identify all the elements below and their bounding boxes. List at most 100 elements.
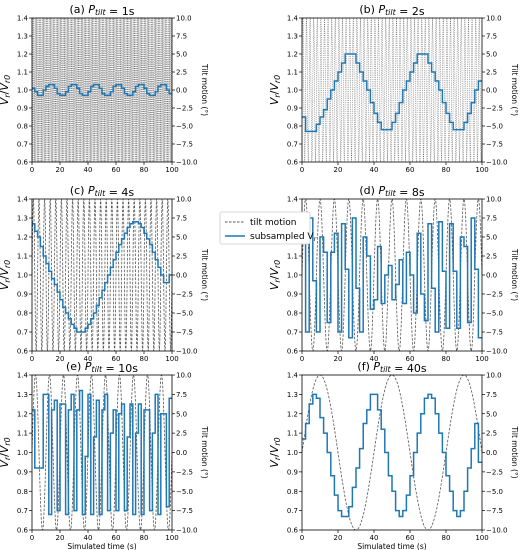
chart-panel-4: 0204060801000.60.70.80.91.01.11.21.31.4−…: [268, 184, 519, 363]
y-left-tick-label: 1.1: [17, 253, 28, 261]
y-right-tick-label: 2.5: [176, 430, 187, 438]
y-left-tick-label: 0.7: [287, 141, 298, 149]
y-right-tick-label: 0.0: [176, 87, 187, 95]
y-left-tick-label: 1.2: [17, 410, 28, 418]
subsampled-vr-line: [302, 53, 482, 133]
chart-panel-1: 0 20 40 60 80 100 0.6 0.7 0.8 0.9 1.0 1.1 1.2 1.3 1.4 −…: [0, 3, 209, 174]
x-tick-label: 100: [165, 355, 178, 363]
y-right-label: Tilt motion (°): [510, 63, 519, 116]
x-tick-label: 100: [165, 534, 178, 542]
chart-title: (f) Ptilt = 40s: [357, 360, 426, 375]
x-tick-label: 40: [370, 534, 379, 542]
x-tick-label: 20: [56, 355, 65, 363]
y-right-tick-label: −5.0: [176, 488, 193, 496]
y-right-tick-label: 10.0: [176, 15, 192, 23]
y-left-label: Vr/Vr0: [268, 437, 282, 467]
x-tick-label: 20: [56, 166, 65, 174]
y-left-tick-label: 1.1: [17, 69, 28, 77]
y-left-tick-label: 0.7: [17, 507, 28, 515]
chart-panel-3: 0 20 40 60 80 100 0.6 0.7 0.8 0.9 1.0 1.1 1.2 1.3 1.4 −…: [0, 184, 209, 363]
y-left-tick-label: 1.4: [17, 372, 29, 380]
y-left-tick-label: 1.3: [17, 391, 28, 399]
y-right-tick-label: −10.0: [176, 159, 197, 167]
y-right-tick-label: −2.5: [176, 291, 193, 299]
x-tick-label: 60: [406, 355, 415, 363]
y-right-tick-label: −5.0: [486, 488, 503, 496]
x-tick-label: 0: [30, 534, 34, 542]
subsampled-vr-line: [302, 217, 482, 339]
tilt-motion-line: [302, 199, 482, 351]
x-tick-label: 20: [334, 534, 343, 542]
y-right-tick-label: −7.5: [176, 507, 193, 515]
y-left-tick-label: 1.0: [17, 449, 28, 457]
y-left-tick-label: 0.9: [17, 468, 28, 476]
y-right-tick-label: −5.0: [486, 123, 503, 131]
x-tick-label: 40: [370, 355, 379, 363]
y-left-tick-label: 0.6: [287, 527, 299, 535]
y-right-label: Tilt motion (°): [510, 425, 519, 478]
y-right-tick-label: 7.5: [486, 391, 497, 399]
y-right-tick-label: 10.0: [176, 372, 192, 380]
y-left-tick-label: 0.9: [17, 291, 28, 299]
y-left-tick-label: 1.4: [17, 15, 29, 23]
y-left-tick-label: 0.8: [17, 310, 28, 318]
x-tick-label: 0: [30, 166, 34, 174]
y-right-tick-label: −7.5: [176, 329, 193, 337]
y-right-tick-label: 7.5: [486, 215, 497, 223]
x-axis-label: Simulated time (s): [357, 542, 426, 550]
y-left-tick-label: 0.6: [17, 527, 29, 535]
y-left-label: Vr/Vr0: [268, 260, 282, 290]
y-right-label: Tilt motion (°): [510, 248, 519, 301]
y-right-tick-label: −7.5: [486, 507, 503, 515]
y-right-tick-label: 2.5: [486, 430, 497, 438]
y-right-label: Tilt motion (°): [200, 425, 209, 478]
y-right-tick-label: −2.5: [486, 468, 503, 476]
y-right-tick-label: −10.0: [486, 527, 507, 535]
y-right-tick-label: −10.0: [176, 348, 197, 356]
x-tick-label: 100: [475, 166, 488, 174]
y-left-tick-label: 0.8: [287, 310, 298, 318]
y-left-tick-label: 1.3: [287, 391, 298, 399]
y-right-tick-label: 10.0: [486, 372, 502, 380]
y-left-tick-label: 1.2: [17, 234, 28, 242]
x-tick-label: 20: [334, 355, 343, 363]
y-right-tick-label: 5.0: [176, 410, 187, 418]
x-tick-label: 80: [442, 355, 451, 363]
y-right-tick-label: 2.5: [486, 69, 497, 77]
y-right-tick-label: 0.0: [176, 449, 187, 457]
y-right-tick-label: −2.5: [486, 291, 503, 299]
y-left-tick-label: 1.0: [17, 272, 28, 280]
y-left-label: Vr/Vr0: [268, 75, 282, 105]
x-tick-label: 80: [140, 355, 149, 363]
y-left-tick-label: 0.8: [17, 488, 28, 496]
tilt-motion-line: [32, 199, 172, 351]
y-left-tick-label: 1.3: [287, 33, 298, 41]
y-right-tick-label: 5.0: [176, 51, 187, 59]
y-left-tick-label: 0.9: [287, 291, 298, 299]
x-tick-label: 60: [112, 534, 121, 542]
x-tick-label: 60: [112, 166, 121, 174]
y-left-tick-label: 1.0: [17, 87, 28, 95]
y-left-tick-label: 1.4: [287, 196, 299, 204]
x-tick-label: 0: [30, 355, 34, 363]
y-left-tick-label: 1.1: [287, 253, 298, 261]
x-tick-label: 80: [140, 166, 149, 174]
chart-title: (d) Ptilt = 8s: [359, 184, 425, 199]
chart-title: (a) Ptilt = 1s: [69, 3, 134, 18]
x-tick-label: 40: [84, 166, 93, 174]
chart-title: (b) Ptilt = 2s: [359, 3, 425, 18]
chart-title: (e) Ptilt = 10s: [66, 360, 138, 375]
y-right-tick-label: −10.0: [486, 159, 507, 167]
x-tick-label: 20: [334, 166, 343, 174]
y-left-tick-label: 1.2: [287, 410, 298, 418]
y-right-tick-label: 2.5: [176, 253, 187, 261]
y-right-tick-label: −10.0: [176, 527, 197, 535]
subsampled-vr-line: [32, 83, 172, 97]
y-right-tick-label: 7.5: [486, 33, 497, 41]
y-right-tick-label: −5.0: [486, 310, 503, 318]
y-left-tick-label: 1.2: [17, 51, 28, 59]
y-left-tick-label: 1.4: [287, 15, 299, 23]
y-left-tick-label: 1.1: [287, 69, 298, 77]
x-tick-label: 60: [112, 355, 121, 363]
